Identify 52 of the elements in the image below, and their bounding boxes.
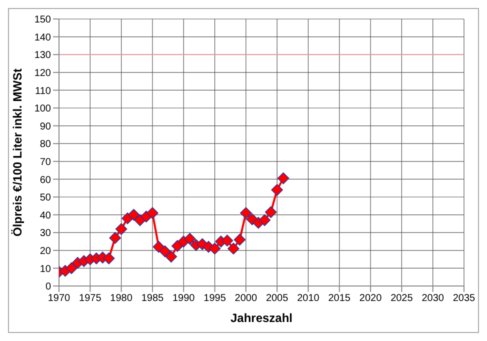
x-tick-label: 1975 [79, 293, 102, 304]
y-tick-label: 10 [40, 264, 52, 275]
x-tick-label: 2010 [297, 293, 320, 304]
point [228, 242, 240, 255]
y-tick-label: 20 [40, 246, 52, 257]
y-tick-label: 60 [40, 174, 52, 186]
y-tick-label: 120 [34, 68, 52, 79]
point [128, 208, 140, 221]
point [146, 207, 158, 219]
x-tick-label: 2005 [266, 293, 289, 304]
x-tick-label: 1995 [204, 293, 226, 304]
point [258, 214, 271, 226]
x-tick-label: 2020 [359, 293, 382, 304]
point [271, 184, 283, 196]
x-tick-label: 1985 [141, 293, 164, 304]
y-tick-label: 70 [40, 156, 52, 168]
point [171, 240, 184, 252]
x-tick-label: 2000 [234, 293, 258, 304]
y-tick-label: 110 [35, 86, 52, 97]
y-tick-label: 140 [34, 32, 52, 44]
x-tick-label: 2035 [452, 293, 476, 304]
y-axis-title: Ölpreis €/100 Liter inkl. MWSt [10, 68, 24, 237]
point [66, 262, 78, 274]
point [184, 232, 196, 245]
point [264, 206, 277, 218]
x-tick-label: 1970 [48, 293, 71, 304]
x-tick-label: 2015 [328, 293, 351, 304]
point [221, 234, 234, 247]
y-tick-label: 50 [40, 192, 52, 204]
x-axis-title: Jahreszahl [230, 311, 293, 325]
y-tick-label: 100 [34, 104, 52, 115]
y-tick-label: 40 [40, 210, 52, 222]
y-tick-label: 150 [34, 14, 52, 26]
point [208, 242, 221, 255]
y-tick-label: 30 [40, 228, 52, 240]
y-tick-label: 130 [34, 50, 52, 62]
point [102, 252, 115, 264]
point [109, 232, 121, 244]
point [159, 245, 171, 258]
point [234, 234, 246, 246]
x-tick-label: 2030 [422, 293, 444, 304]
y-tick-label: 80 [40, 139, 52, 150]
point [165, 250, 178, 263]
x-tick-label: 2025 [390, 293, 414, 304]
y-tick-label: 90 [40, 121, 52, 132]
x-tick-label: 1980 [110, 293, 133, 304]
y-tick-label: 0 [45, 282, 52, 293]
x-tick-label: 1990 [172, 293, 196, 304]
point [152, 240, 165, 253]
point [277, 172, 290, 184]
point [240, 207, 252, 219]
point [115, 223, 128, 235]
